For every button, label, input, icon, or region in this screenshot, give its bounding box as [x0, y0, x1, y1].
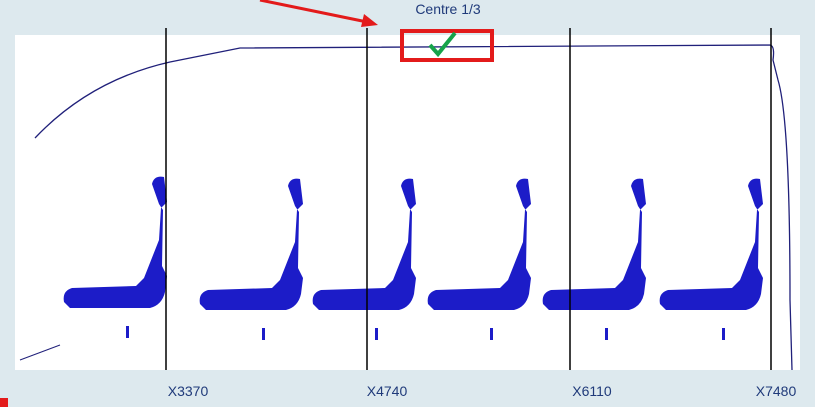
corner-marker — [0, 398, 8, 407]
axis-label: X3370 — [168, 383, 209, 399]
axis-label: X6110 — [572, 383, 612, 399]
arrow-head — [361, 14, 378, 27]
screenshot: Centre 1/3 X3370 X4740 X6110 X7480 — [0, 0, 815, 407]
axis-label: X4740 — [367, 383, 408, 399]
centre-label: Centre 1/3 — [415, 1, 481, 17]
drawing: Centre 1/3 X3370 X4740 X6110 X7480 — [0, 0, 815, 407]
axis-label: X7480 — [756, 383, 797, 399]
arrow-shaft — [260, 0, 372, 23]
